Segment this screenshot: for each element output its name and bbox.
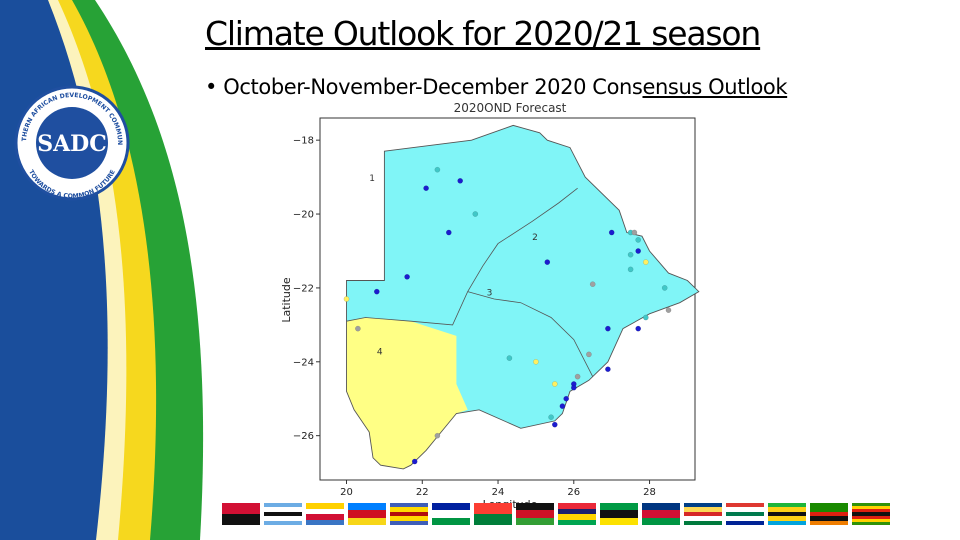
zimbabwe-flag xyxy=(852,503,890,525)
zone-label-2: 2 xyxy=(532,233,538,243)
station-point-23 xyxy=(635,325,642,332)
tanzania-flag xyxy=(768,503,806,526)
madagascar-flag xyxy=(474,503,512,525)
malawi-flag xyxy=(516,503,554,525)
station-point-13 xyxy=(631,229,638,236)
y-tick-label--22: −22 xyxy=(293,283,314,294)
member-flags-strip xyxy=(222,503,890,526)
station-point-29 xyxy=(574,373,581,380)
bullet-text: • October-November-December 2020 Cons xyxy=(205,75,643,99)
station-point-14 xyxy=(635,237,642,243)
comoros-flag xyxy=(306,503,344,525)
drc-flag xyxy=(348,503,386,525)
slide-bullet: • October-November-December 2020 Consens… xyxy=(205,75,788,99)
mauritius-flag xyxy=(558,503,596,525)
x-tick-label-24: 24 xyxy=(492,487,505,498)
country-outline xyxy=(346,124,700,470)
station-point-25 xyxy=(506,355,513,361)
seychelles-flag xyxy=(684,503,722,526)
mozambique-flag xyxy=(600,503,638,525)
station-point-33 xyxy=(563,395,570,402)
station-point-20 xyxy=(661,285,668,291)
station-point-1 xyxy=(434,166,441,173)
map-title: 2020OND Forecast xyxy=(454,101,567,115)
zone-boundary-1 xyxy=(346,187,578,326)
angola-flag xyxy=(222,503,260,525)
station-point-7 xyxy=(374,288,380,295)
station-point-8 xyxy=(343,296,350,302)
station-point-35 xyxy=(548,414,554,421)
station-point-11 xyxy=(608,229,615,236)
station-point-24 xyxy=(605,325,611,332)
y-tick-label--24: −24 xyxy=(293,357,314,368)
station-point-5 xyxy=(445,229,452,236)
zambia-flag xyxy=(810,503,848,526)
station-point-26 xyxy=(533,358,539,365)
zone-boundary-2 xyxy=(467,291,594,377)
station-point-10 xyxy=(544,259,551,265)
station-point-6 xyxy=(404,273,410,280)
zone-label-1: 1 xyxy=(369,174,375,184)
botswana-flag xyxy=(264,503,302,526)
forecast-map: 1 2 3 4 20 22 24 26 28 −18 −20 −22 −24 −26 2020OND F… xyxy=(280,101,700,511)
zone-4-below-normal-area xyxy=(346,317,468,469)
station-point-15 xyxy=(635,248,642,254)
south-africa-flag xyxy=(726,503,764,526)
station-point-9 xyxy=(355,325,361,332)
x-tick-label-28: 28 xyxy=(643,487,656,498)
namibia-flag xyxy=(642,503,680,525)
station-point-21 xyxy=(665,307,672,313)
x-tick-label-20: 20 xyxy=(340,487,353,498)
station-point-38 xyxy=(411,458,418,465)
y-tick-label--18: −18 xyxy=(293,136,314,147)
station-point-32 xyxy=(570,384,577,391)
station-point-37 xyxy=(434,432,441,439)
x-tick-label-26: 26 xyxy=(567,487,580,498)
x-tick-label-22: 22 xyxy=(416,487,429,498)
station-point-19 xyxy=(589,281,596,287)
slide-title: Climate Outlook for 2020/21 season xyxy=(205,14,761,53)
station-point-34 xyxy=(559,403,566,409)
station-point-28 xyxy=(605,366,611,373)
station-point-22 xyxy=(642,314,649,321)
y-axis-label: Latitude xyxy=(280,277,293,323)
zone-label-4: 4 xyxy=(377,347,383,357)
station-point-16 xyxy=(627,251,634,258)
station-point-4 xyxy=(472,211,479,217)
station-point-3 xyxy=(457,178,463,184)
station-point-30 xyxy=(551,381,558,387)
zone-label-3: 3 xyxy=(487,288,493,298)
lesotho-flag xyxy=(432,503,470,525)
station-point-2 xyxy=(423,185,429,191)
station-point-18 xyxy=(627,266,634,273)
station-point-27 xyxy=(586,351,592,358)
logo-center-text: SADC xyxy=(37,131,107,157)
y-tick-label--26: −26 xyxy=(293,431,314,442)
station-point-17 xyxy=(642,259,649,265)
bullet-text-underlined: ensus Outlook xyxy=(642,75,788,99)
station-point-36 xyxy=(551,421,558,428)
y-tick-label--20: −20 xyxy=(293,210,314,221)
eswatini-flag xyxy=(390,503,428,526)
